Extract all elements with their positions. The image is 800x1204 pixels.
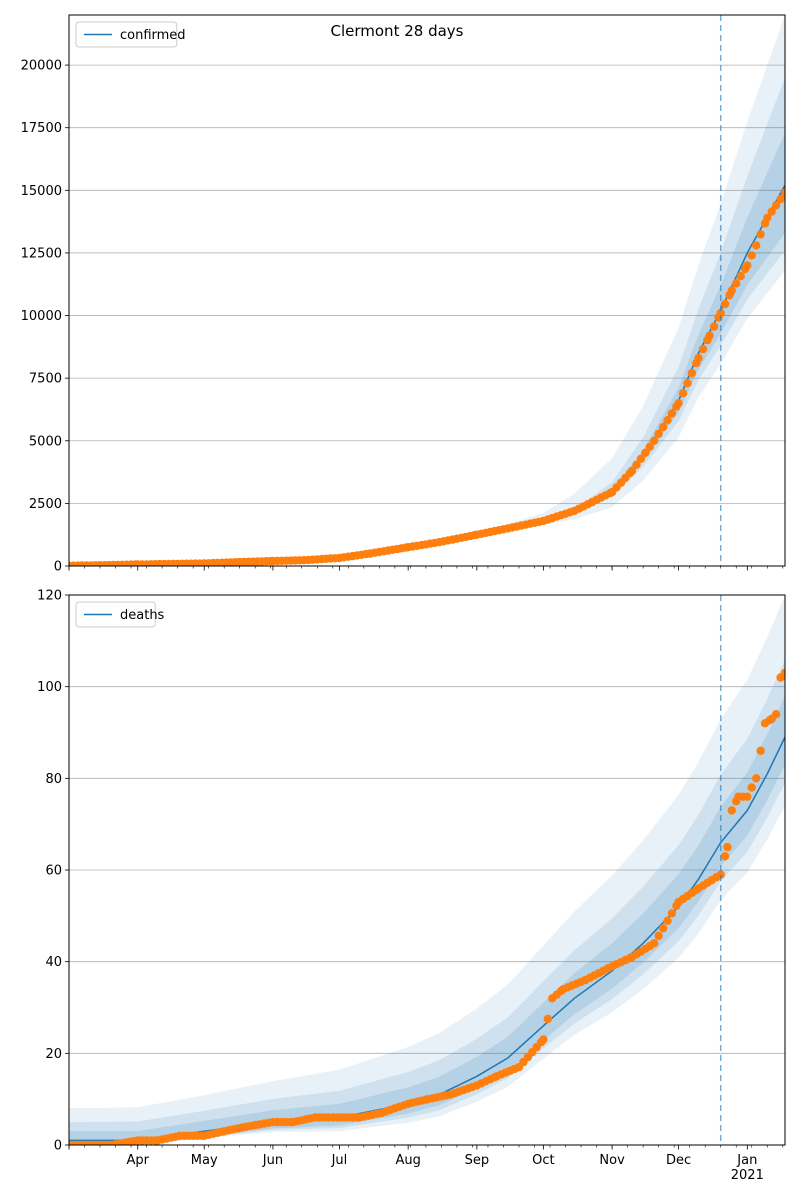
chart-panel-2: 0 20 40 60 80 100 120 Apr May Jun Jul Aug Sep Oct Nov D… (37, 589, 786, 1183)
data-point (663, 916, 672, 925)
data-point (747, 783, 756, 792)
data-point (658, 924, 668, 933)
data-point (743, 261, 752, 270)
data-point (650, 436, 659, 445)
data-point (645, 442, 654, 451)
data-point (752, 241, 761, 250)
plot-area (69, 595, 785, 1145)
x-tick-label: Oct (532, 1153, 554, 1168)
data-point (747, 251, 756, 260)
y-tick-label: 5000 (29, 434, 62, 449)
data-point (694, 353, 703, 363)
data-point (654, 931, 663, 940)
data-point (767, 207, 776, 216)
data-point (756, 230, 765, 239)
data-point (780, 188, 785, 197)
data-point (720, 852, 730, 861)
legend: deaths (75, 601, 165, 628)
chart-title: Clermont 28 days (331, 22, 464, 40)
uncertainty-band-2 (69, 659, 785, 1145)
x-tick-label: Sep (465, 1153, 490, 1168)
data-point (771, 201, 781, 210)
data-point (716, 308, 725, 318)
y-tick-label: 40 (45, 955, 62, 970)
data-point (771, 710, 781, 719)
data-point (776, 194, 785, 204)
x-tick-label: Dec (666, 1153, 691, 1168)
uncertainty-band-1 (69, 595, 785, 1145)
y-tick-label: 2500 (29, 497, 62, 512)
observed-markers (69, 668, 785, 1145)
plot-frame (68, 14, 786, 567)
data-point (627, 466, 637, 475)
data-point (667, 409, 677, 418)
data-point (663, 416, 672, 425)
data-point (709, 322, 719, 331)
y-tick-label: 100 (37, 680, 62, 695)
plot-area (69, 15, 785, 566)
x-tick-label: Jul (331, 1153, 348, 1168)
y-tick-label: 10000 (21, 309, 62, 324)
legend-label: deaths (120, 608, 165, 623)
uncertainty-band-3 (69, 695, 785, 1145)
data-point (543, 1014, 552, 1024)
legend: confirmed (75, 21, 186, 48)
x-tick-label: Nov (599, 1153, 625, 1168)
data-point (716, 870, 725, 879)
y-tick-label: 20 (45, 1047, 62, 1062)
y-tick-label: 12500 (21, 246, 62, 261)
legend-label: confirmed (120, 28, 186, 43)
legend-box (75, 21, 178, 48)
data-point (736, 272, 745, 281)
data-point (727, 286, 736, 295)
data-point (743, 792, 752, 801)
chart-panel-1: 0 2500 5000 7500 10000 12500 15000 17500 20000 Cl… (21, 14, 786, 575)
data-point (678, 389, 688, 398)
data-point (705, 331, 714, 340)
uncertainty-band-2 (543, 77, 785, 521)
data-point (780, 668, 785, 678)
y-tick-label: 15000 (21, 184, 62, 199)
data-point (641, 448, 650, 457)
data-point (732, 279, 741, 288)
x-tick-label: Jan (736, 1153, 757, 1168)
data-point (683, 379, 692, 388)
legend-box (75, 601, 156, 628)
x-tick-label: Jun (262, 1153, 283, 1168)
x-tick-label: Apr (126, 1153, 149, 1168)
y-tick-label: 80 (45, 772, 62, 787)
data-point (727, 806, 736, 815)
x-tick-label: Aug (395, 1153, 420, 1168)
data-point (723, 842, 732, 852)
data-point (632, 460, 641, 469)
y-tick-label: 7500 (29, 372, 62, 387)
data-point (752, 774, 761, 783)
data-point (720, 299, 730, 309)
data-point (658, 422, 668, 432)
y-tick-label: 0 (54, 560, 62, 575)
data-point (667, 909, 677, 918)
data-point (636, 454, 646, 463)
y-tick-label: 20000 (21, 59, 62, 74)
x-tick-label: 2021 (731, 1168, 764, 1183)
data-point (650, 939, 659, 948)
data-point (674, 399, 683, 408)
data-point (687, 368, 697, 378)
x-tick-label: May (191, 1153, 218, 1168)
y-tick-label: 0 (54, 1139, 62, 1154)
uncertainty-band-1 (476, 15, 785, 534)
y-tick-label: 120 (37, 589, 62, 604)
y-tick-label: 60 (45, 864, 62, 879)
data-point (654, 429, 663, 439)
y-tick-label: 17500 (21, 121, 62, 136)
data-point (763, 213, 772, 223)
data-point (756, 746, 765, 755)
data-point (539, 1035, 548, 1044)
data-point (698, 344, 708, 354)
observed-markers (69, 188, 785, 566)
